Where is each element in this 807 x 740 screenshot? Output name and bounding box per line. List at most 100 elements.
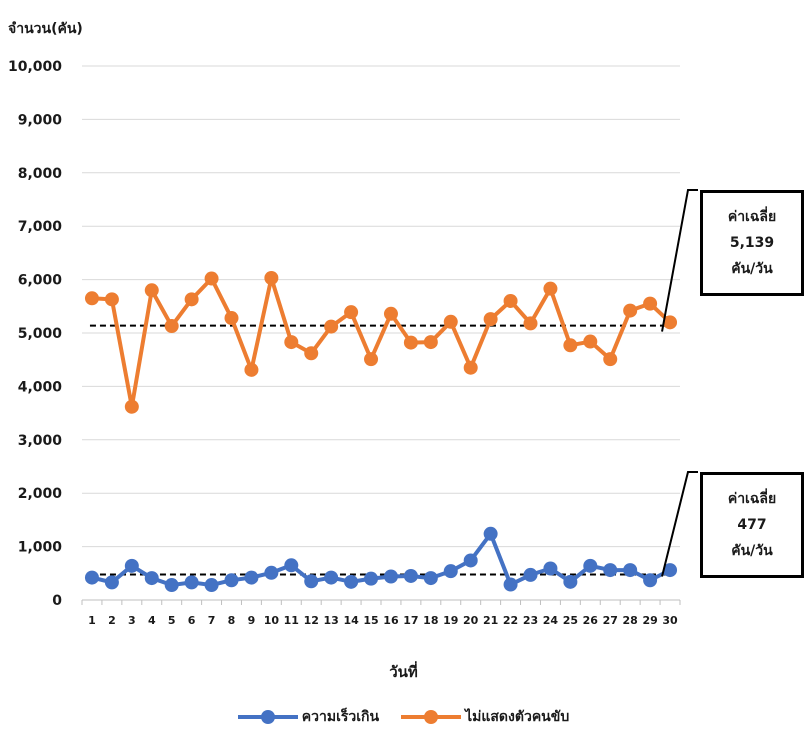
data-point-speeding	[304, 574, 319, 589]
y-tick-label: 8,000	[18, 166, 63, 182]
callout-orange-value: 5,139	[729, 235, 775, 251]
data-point-speeding	[583, 558, 598, 573]
data-point-no-driver-id	[224, 311, 239, 326]
data-point-no-driver-id	[563, 338, 578, 353]
data-point-no-driver-id	[204, 271, 219, 286]
x-tick-label: 2	[108, 614, 116, 627]
data-point-no-driver-id	[244, 362, 259, 377]
average-callout-orange: ค่าเฉลี่ย 5,139 คัน/วัน	[700, 190, 804, 296]
x-tick-label: 26	[583, 614, 599, 627]
x-tick-label: 13	[324, 614, 339, 627]
x-tick-label: 11	[284, 614, 299, 627]
data-point-no-driver-id	[184, 292, 199, 307]
y-tick-label: 5,000	[18, 326, 63, 342]
callout-leader-blue	[661, 471, 698, 577]
data-point-speeding	[483, 526, 498, 541]
x-tick-label: 29	[642, 614, 657, 627]
x-tick-label: 23	[523, 614, 538, 627]
y-tick-label: 9,000	[18, 112, 63, 128]
callout-blue-value: 477	[737, 517, 767, 533]
data-point-no-driver-id	[543, 281, 558, 296]
data-point-no-driver-id	[523, 316, 538, 331]
x-tick-label: 30	[662, 614, 678, 627]
x-tick-label: 10	[264, 614, 280, 627]
x-axis-title: วันที่	[389, 663, 418, 681]
x-tick-label: 8	[228, 614, 236, 627]
data-point-speeding	[224, 573, 239, 588]
data-point-speeding	[543, 561, 558, 576]
callout-leader-orange	[661, 189, 698, 332]
x-tick-label: 17	[403, 614, 418, 627]
data-point-no-driver-id	[144, 283, 159, 298]
data-point-speeding	[264, 565, 279, 580]
x-tick-label: 4	[148, 614, 156, 627]
y-tick-label: 0	[52, 593, 62, 609]
x-tick-label: 12	[304, 614, 319, 627]
y-tick-label: 1,000	[18, 540, 63, 556]
data-point-speeding	[244, 570, 259, 585]
data-point-speeding	[383, 569, 398, 584]
data-point-no-driver-id	[423, 335, 438, 350]
legend: ความเร็วเกิน ไม่แสดงตัวคนขับ	[0, 706, 807, 728]
x-tick-label: 20	[463, 614, 479, 627]
y-tick-label: 6,000	[18, 273, 63, 289]
x-tick-label: 6	[188, 614, 196, 627]
data-point-speeding	[403, 568, 418, 583]
x-tick-label: 18	[423, 614, 438, 627]
data-point-no-driver-id	[463, 360, 478, 375]
y-tick-label: 10,000	[8, 59, 62, 75]
data-point-speeding	[563, 574, 578, 589]
data-point-no-driver-id	[623, 303, 638, 318]
data-point-speeding	[284, 558, 299, 573]
data-point-speeding	[503, 577, 518, 592]
data-point-speeding	[523, 567, 538, 582]
data-point-no-driver-id	[364, 352, 379, 367]
callout-orange-unit: คัน/วัน	[731, 261, 773, 277]
legend-label-no-driver-id: ไม่แสดงตัวคนขับ	[465, 709, 570, 725]
data-point-speeding	[623, 563, 638, 578]
data-point-speeding	[204, 578, 219, 593]
data-point-no-driver-id	[344, 305, 359, 320]
y-tick-label: 2,000	[18, 486, 63, 502]
x-tick-label: 25	[563, 614, 578, 627]
data-point-no-driver-id	[264, 270, 279, 285]
data-point-no-driver-id	[503, 293, 518, 308]
x-tick-label: 15	[363, 614, 378, 627]
x-tick-label: 24	[543, 614, 559, 627]
data-point-speeding	[663, 563, 678, 578]
data-point-speeding	[603, 563, 618, 578]
data-point-no-driver-id	[643, 296, 658, 311]
y-tick-label: 4,000	[18, 379, 63, 395]
data-point-speeding	[124, 558, 139, 573]
x-tick-label: 19	[443, 614, 458, 627]
x-tick-label: 9	[248, 614, 256, 627]
data-point-no-driver-id	[284, 335, 299, 350]
data-point-no-driver-id	[583, 334, 598, 349]
y-tick-label: 3,000	[18, 433, 63, 449]
data-point-speeding	[344, 574, 359, 589]
data-point-speeding	[104, 575, 119, 590]
data-point-speeding	[144, 571, 159, 586]
x-tick-label: 3	[128, 614, 136, 627]
data-point-no-driver-id	[483, 312, 498, 327]
x-tick-label: 16	[383, 614, 399, 627]
y-axis-title: จำนวน(คัน)	[8, 21, 83, 37]
data-point-speeding	[643, 573, 658, 588]
x-tick-label: 5	[168, 614, 176, 627]
data-point-speeding	[443, 564, 458, 579]
data-point-no-driver-id	[84, 291, 99, 306]
x-tick-label: 28	[623, 614, 638, 627]
data-point-no-driver-id	[324, 319, 339, 334]
legend-swatch-orange	[401, 710, 462, 724]
data-point-no-driver-id	[104, 292, 119, 307]
x-tick-label: 14	[343, 614, 359, 627]
legend-item-no-driver-id: ไม่แสดงตัวคนขับ	[401, 706, 569, 728]
series-line-speeding	[91, 531, 671, 588]
x-tick-label: 1	[88, 614, 96, 627]
data-point-no-driver-id	[304, 346, 319, 361]
x-tick-label: 27	[603, 614, 618, 627]
average-callout-blue: ค่าเฉลี่ย 477 คัน/วัน	[700, 472, 804, 578]
data-point-speeding	[324, 570, 339, 585]
series-line-no-driver-id	[91, 275, 672, 409]
